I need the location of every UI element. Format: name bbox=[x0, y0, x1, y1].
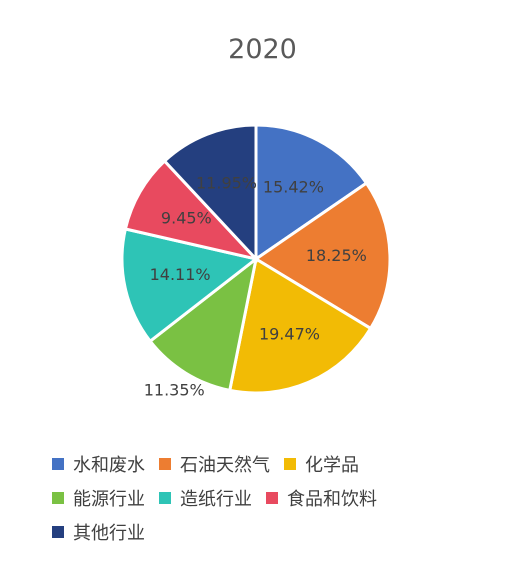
legend-label: 能源行业 bbox=[73, 489, 145, 510]
legend-label: 化学品 bbox=[305, 455, 359, 476]
legend-item: 石油天然气 bbox=[159, 451, 270, 477]
legend-item: 水和废水 bbox=[52, 451, 145, 477]
legend-swatch bbox=[52, 526, 64, 538]
legend-label: 食品和饮料 bbox=[287, 489, 377, 510]
pie-slice bbox=[123, 158, 261, 262]
legend-item: 其他行业 bbox=[52, 519, 145, 545]
pie-slice bbox=[253, 181, 392, 331]
legend-swatch bbox=[52, 492, 64, 504]
data-label: 14.11% bbox=[150, 265, 211, 284]
pie-slice bbox=[120, 227, 260, 344]
legend-swatch bbox=[284, 458, 296, 470]
legend-label: 石油天然气 bbox=[180, 455, 270, 476]
legend-item: 能源行业 bbox=[52, 485, 145, 511]
legend-row: 水和废水 石油天然气 化学品 bbox=[52, 447, 492, 481]
legend-item: 造纸行业 bbox=[159, 485, 252, 511]
chart-title: 2020 bbox=[228, 34, 297, 65]
legend-label: 造纸行业 bbox=[180, 489, 252, 510]
data-label: 9.45% bbox=[161, 208, 212, 227]
legend-label: 水和废水 bbox=[73, 455, 145, 476]
legend-item: 化学品 bbox=[284, 451, 359, 477]
legend-row: 其他行业 bbox=[52, 515, 492, 549]
pie-slice bbox=[227, 256, 373, 395]
legend-swatch bbox=[159, 458, 171, 470]
pie-slice bbox=[254, 123, 369, 262]
legend-swatch bbox=[52, 458, 64, 470]
legend-item: 食品和饮料 bbox=[266, 485, 377, 511]
legend-swatch bbox=[159, 492, 171, 504]
legend: 水和废水 石油天然气 化学品能源行业 造纸行业 食品和饮料其他行业 bbox=[52, 447, 492, 549]
data-label: 11.95% bbox=[196, 174, 257, 193]
data-label: 15.42% bbox=[263, 177, 324, 196]
legend-swatch bbox=[266, 492, 278, 504]
pie-slice bbox=[162, 123, 258, 263]
legend-row: 能源行业 造纸行业 食品和饮料 bbox=[52, 481, 492, 515]
pie-slice bbox=[148, 255, 259, 393]
data-label: 11.35% bbox=[144, 381, 205, 400]
data-label: 18.25% bbox=[306, 246, 367, 265]
data-label: 19.47% bbox=[259, 325, 320, 344]
legend-label: 其他行业 bbox=[73, 523, 145, 544]
